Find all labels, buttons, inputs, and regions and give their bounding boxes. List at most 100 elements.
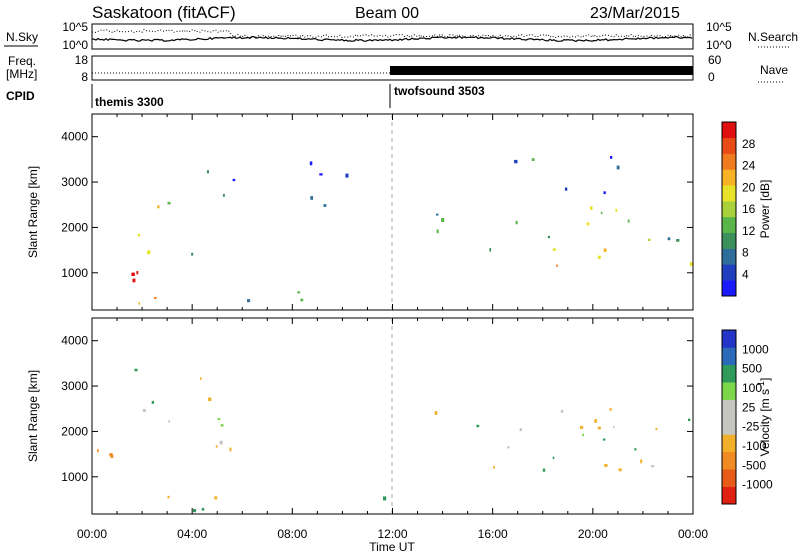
- nave-tick-bottom: 0: [708, 70, 715, 84]
- date-title: 23/Mar/2015: [590, 5, 680, 22]
- velocity-colorbar-tick: 1000: [742, 342, 769, 356]
- power-echo-cell: [222, 193, 225, 197]
- power-panel: 1000 2000 3000 4000 Slant Range [km]: [26, 113, 694, 311]
- velocity-echo-cell: [109, 453, 113, 457]
- power-echo-cell: [597, 255, 601, 259]
- time-tick-label: 12:00: [377, 527, 407, 541]
- power-echo-cell: [616, 165, 620, 170]
- noise-sky-line: [91, 35, 693, 43]
- power-echo-cell: [547, 235, 550, 239]
- power-echo-cell: [667, 237, 671, 241]
- power-echo-cell: [441, 218, 445, 222]
- velocity-echo-cell: [200, 377, 202, 380]
- velocity-panel: 1000 2000 3000 4000 Slant Range [km]: [26, 317, 694, 515]
- power-y-tick-label: 4000: [61, 130, 88, 144]
- power-echo-cell: [132, 278, 136, 283]
- time-tick-label: 08:00: [277, 527, 307, 541]
- velocity-echo-cell: [688, 418, 691, 421]
- velocity-echo-cell: [476, 424, 480, 428]
- velocity-echo-cell: [618, 468, 622, 472]
- velocity-y-axis-label: Slant Range [km]: [26, 370, 40, 462]
- nave-label: Nave: [760, 63, 788, 77]
- velocity-echo-cell: [201, 507, 205, 511]
- power-echo-cell: [154, 297, 157, 299]
- velocity-echo-cell: [219, 440, 223, 445]
- power-echo-cell: [323, 204, 327, 207]
- velocity-echo-cell: [217, 418, 221, 421]
- power-echo-cell: [436, 229, 439, 234]
- velocity-y-tick-label: 4000: [61, 334, 88, 348]
- noise-search-line: [91, 28, 693, 39]
- power-echo-cell: [300, 298, 304, 302]
- power-echo-cell: [206, 170, 209, 174]
- power-colorbar-swatch: [722, 122, 736, 139]
- time-tick-label: 04:00: [177, 527, 207, 541]
- velocity-echo-cell: [220, 424, 224, 427]
- power-echo-cell: [136, 271, 139, 275]
- cpid-label: CPID: [6, 89, 35, 103]
- power-colorbar-tick: 20: [742, 180, 756, 194]
- cpid-segment-1: themis 3300: [95, 95, 164, 109]
- power-echo-cell: [138, 302, 140, 305]
- velocity-echo-cell: [110, 454, 114, 458]
- power-echo-cell: [676, 239, 680, 242]
- velocity-echo-cell: [493, 466, 495, 469]
- power-echo-cell: [603, 191, 606, 195]
- velocity-echo-cell: [142, 409, 146, 412]
- velocity-echo-cell: [582, 433, 584, 437]
- power-colorbar-swatch: [722, 216, 736, 234]
- velocity-echo-cell: [229, 447, 232, 452]
- velocity-echo-cell: [640, 459, 643, 464]
- power-echo-cell: [191, 252, 194, 256]
- power-echo-cell: [489, 248, 492, 252]
- velocity-colorbar-tick: -500: [742, 458, 766, 472]
- velocity-colorbar: 1000 500 100 25 -25 -100 -500 -1000 Velocity [m…: [721, 329, 773, 505]
- velocity-echo-cell: [650, 465, 655, 468]
- power-echo-cell: [552, 248, 556, 251]
- power-colorbar-tick: 16: [742, 202, 756, 216]
- station-title: Saskatoon (fitACF): [92, 3, 236, 22]
- velocity-echo-cell: [97, 449, 99, 453]
- velocity-y-tick-label: 3000: [61, 379, 88, 393]
- noise-panel: N.Sky 10^5 10^0 10^5 10^0 N.Search: [4, 20, 798, 52]
- power-colorbar-tick: 4: [742, 267, 749, 281]
- power-echo-cell: [147, 250, 151, 255]
- power-echo-cell: [627, 219, 630, 223]
- velocity-echo-cell: [167, 495, 170, 499]
- velocity-echo-cell: [613, 426, 615, 429]
- velocity-colorbar-tick: 100: [742, 381, 762, 395]
- power-echo-cell: [232, 178, 236, 182]
- power-colorbar-tick: 8: [742, 246, 749, 260]
- power-echo-cell: [647, 238, 651, 241]
- power-colorbar-swatch: [722, 232, 736, 249]
- velocity-colorbar-tick: -25: [742, 420, 760, 434]
- power-colorbar-swatch: [722, 264, 736, 281]
- velocity-echo-cell: [552, 456, 555, 460]
- power-colorbar: 28 24 20 16 12 8 4 Power [dB]: [721, 121, 772, 297]
- power-colorbar-swatch: [722, 185, 736, 202]
- velocity-echo-cell: [168, 420, 170, 423]
- velocity-echo-cell: [634, 448, 637, 451]
- velocity-colorbar-tick: -100: [742, 439, 766, 453]
- velocity-colorbar-tick: -1000: [742, 478, 773, 492]
- power-colorbar-tick: 28: [742, 137, 756, 151]
- velocity-echo-cell: [594, 419, 597, 423]
- velocity-echo-cell: [215, 445, 218, 448]
- velocity-echo-cell: [597, 426, 601, 430]
- nsky-label: N.Sky: [6, 30, 38, 44]
- velocity-echo-cell: [214, 496, 218, 500]
- power-echo-cell: [157, 205, 160, 209]
- noise-tick-bottom-right: 10^0: [706, 38, 732, 52]
- velocity-colorbar-swatch: [722, 451, 736, 470]
- velocity-colorbar-swatch: [722, 434, 736, 453]
- velocity-colorbar-swatch: [722, 469, 736, 487]
- power-echo-cell: [564, 187, 568, 191]
- power-colorbar-swatch: [722, 153, 736, 170]
- velocity-echo-cell: [604, 464, 608, 467]
- velocity-echo-cell: [560, 409, 564, 413]
- time-tick-label: 20:00: [578, 527, 608, 541]
- velocity-echo-cell: [507, 446, 510, 449]
- velocity-echo-cell: [134, 368, 138, 372]
- power-y-tick-label: 2000: [61, 220, 88, 234]
- velocity-colorbar-swatch: [722, 382, 736, 400]
